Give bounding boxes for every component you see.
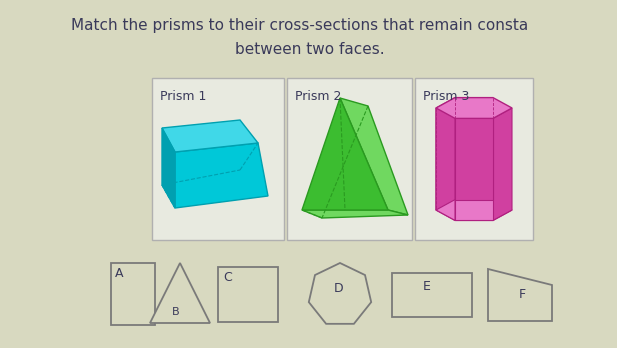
Text: Prism 3: Prism 3 <box>423 90 470 103</box>
Polygon shape <box>302 98 388 210</box>
Polygon shape <box>175 143 268 208</box>
Polygon shape <box>436 97 455 210</box>
Polygon shape <box>436 200 512 220</box>
Polygon shape <box>436 97 512 118</box>
Text: B: B <box>172 307 180 317</box>
Polygon shape <box>162 128 175 208</box>
Text: Prism 1: Prism 1 <box>160 90 206 103</box>
Text: C: C <box>223 271 232 284</box>
Bar <box>218 267 278 322</box>
Polygon shape <box>493 108 512 220</box>
Text: Match the prisms to their cross-sections that remain consta: Match the prisms to their cross-sections… <box>72 18 529 33</box>
Polygon shape <box>308 263 371 324</box>
Bar <box>415 78 533 240</box>
Text: D: D <box>334 283 344 295</box>
Text: E: E <box>423 280 431 293</box>
Bar <box>392 273 472 317</box>
Text: Prism 2: Prism 2 <box>295 90 341 103</box>
Polygon shape <box>150 263 210 323</box>
Polygon shape <box>455 97 493 200</box>
Bar <box>287 78 412 240</box>
Polygon shape <box>162 120 258 152</box>
Bar <box>152 78 284 240</box>
Text: between two faces.: between two faces. <box>235 42 385 57</box>
Polygon shape <box>455 118 493 220</box>
Polygon shape <box>436 108 455 220</box>
Bar <box>111 263 155 325</box>
Polygon shape <box>340 98 408 215</box>
Polygon shape <box>302 210 408 218</box>
Text: A: A <box>115 267 123 280</box>
Text: F: F <box>518 288 526 301</box>
Polygon shape <box>488 269 552 321</box>
